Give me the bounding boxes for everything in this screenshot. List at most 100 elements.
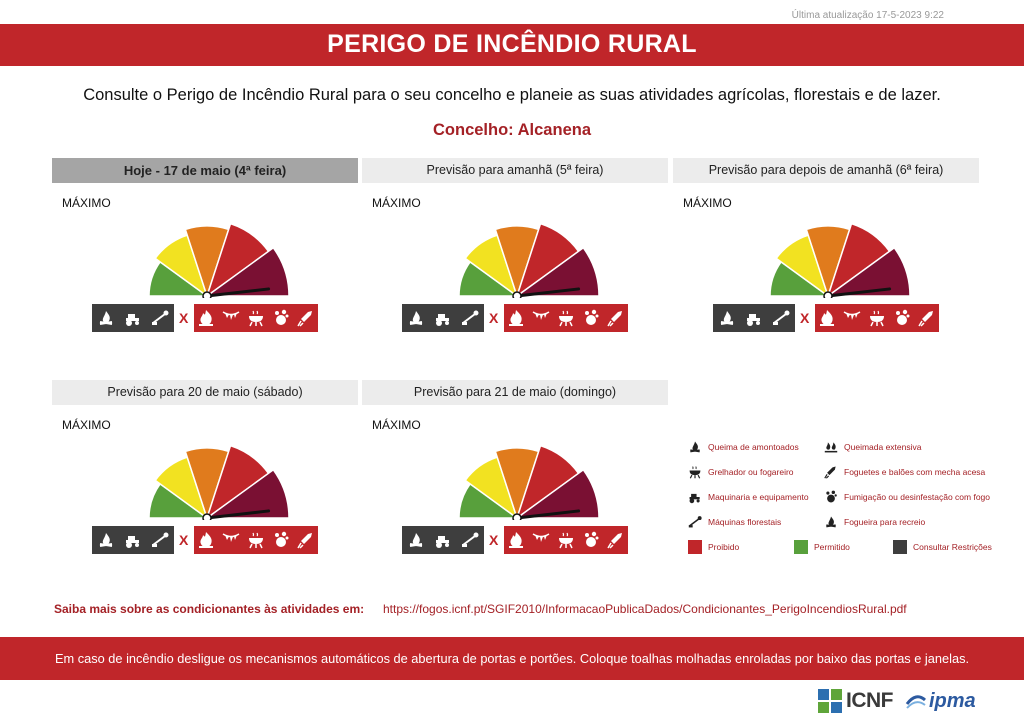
prohibited-activities [194,304,318,332]
campfire-icon [407,531,425,549]
gauge-hub [512,291,522,298]
gauge-needle [515,287,581,298]
campfire-icon [97,309,115,327]
campfire-icon [407,309,425,327]
danger-gauge [148,222,290,298]
gauge-hub [202,513,212,520]
fire-icon [507,309,525,327]
separator-x: X [800,310,810,326]
status-label: Consultar Restrições [913,542,992,552]
fire-icon [507,531,525,549]
status-swatch [893,540,907,554]
danger-gauge [458,444,600,520]
campfire-icon [824,515,838,529]
gauge-segment-5 [514,246,600,297]
grill-icon [247,531,265,549]
danger-level-label: MÁXIMO [372,418,421,432]
gauge-hub [202,291,212,298]
legend-status-3: Consultar Restrições [893,540,992,554]
legend-item: Máquinas florestais [688,515,781,529]
more-info-label: Saiba mais sobre as condicionantes às at… [54,602,365,616]
ipma-logo-mark [905,695,926,709]
forestry-machine-icon [151,309,169,327]
tractor-icon [745,309,763,327]
danger-level-label: MÁXIMO [683,196,732,210]
fumigation-icon [272,531,290,549]
separator-x: X [179,310,189,326]
day-header: Previsão para 20 de maio (sábado) [52,380,358,405]
legend: Queima de amontoados Queimada extensiva Gr… [688,440,1008,570]
tractor-icon [434,531,452,549]
legend-item: Grelhador ou fogareiro [688,465,794,479]
campfire-icon [97,531,115,549]
gauge-needle [205,287,271,298]
rocket-icon [606,309,625,327]
grill-icon [688,465,702,479]
tractor-icon [124,309,142,327]
legend-status-2: Permitido [794,540,850,554]
fumigation-icon [582,309,600,327]
grill-icon [557,309,575,327]
ipma-logo-text: ipma [929,689,976,712]
grill-icon [247,309,265,327]
grill-icon [868,309,886,327]
prohibited-activities [504,304,628,332]
activity-icons: X [402,526,632,556]
icnf-logo-mark [818,689,842,713]
legend-item-label: Queimada extensiva [844,442,922,452]
activity-icons: X [402,304,632,334]
gauge-segment-5 [204,468,290,519]
fire-icon [818,309,836,327]
restricted-activities [402,526,484,554]
footer-warning: Em caso de incêndio desligue os mecanism… [0,637,1024,680]
icnf-logo-text: ICNF [846,689,894,712]
legend-item-label: Fogueira para recreio [844,517,926,527]
bunting-icon [532,531,550,549]
gauge-segment-5 [514,468,600,519]
ipma-logo: ipma [905,685,985,717]
rocket-icon [296,531,315,549]
tractor-icon [688,490,702,504]
forestry-machine-icon [772,309,790,327]
rocket-icon [917,309,936,327]
gauge-hub [512,513,522,520]
activity-icons: X [713,304,943,334]
restricted-activities [713,304,795,332]
legend-item: Maquinaria e equipamento [688,490,809,504]
campfire-icon [718,309,736,327]
more-info-link[interactable]: https://fogos.icnf.pt/SGIF2010/Informaca… [383,602,907,616]
status-label: Permitido [814,542,850,552]
gauge-segment-5 [825,246,911,297]
gauge-hub [823,291,833,298]
forestry-machine-icon [461,309,479,327]
forestry-machine-icon [151,531,169,549]
pile-burning-icon [688,440,702,454]
fumigation-icon [893,309,911,327]
forecast-panel: Hoje - 17 de maio (4ª feira) MÁXIMO X [52,158,358,358]
legend-item-label: Maquinaria e equipamento [708,492,809,502]
bunting-icon [532,309,550,327]
gauge-segment-5 [204,246,290,297]
legend-item: Queimada extensiva [824,440,922,454]
danger-gauge [458,222,600,298]
separator-x: X [489,310,499,326]
danger-level-label: MÁXIMO [62,418,111,432]
forecast-panel: Previsão para depois de amanhã (6ª feira… [673,158,979,358]
tractor-icon [124,531,142,549]
logos-bar [0,680,1024,724]
danger-gauge [769,222,911,298]
forecast-panel: Previsão para amanhã (5ª feira) MÁXIMO X [362,158,668,358]
bunting-icon [843,309,861,327]
fumigation-icon [272,309,290,327]
activity-icons: X [92,526,322,556]
forecast-panel: Previsão para 20 de maio (sábado) MÁXIMO… [52,380,358,580]
tractor-icon [434,309,452,327]
last-update-text: Última atualização 17-5-2023 9:22 [791,10,944,21]
legend-item-label: Máquinas florestais [708,517,782,527]
page-title-banner: PERIGO DE INCÊNDIO RURAL [0,24,1024,66]
legend-item: Foguetes e balões com mecha acesa [824,465,985,479]
rocket-icon [606,531,625,549]
legend-item: Fumigação ou desinfestação com fogo [824,490,990,504]
rocket-icon [824,465,838,479]
bunting-icon [222,531,240,549]
